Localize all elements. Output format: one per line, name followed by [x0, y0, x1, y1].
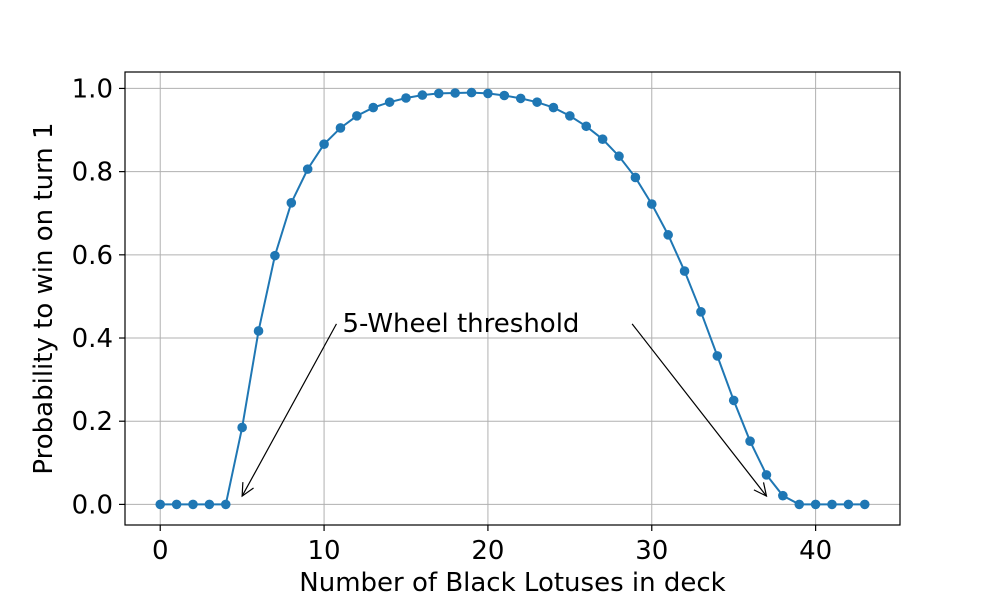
- annotation-arrow: [241, 323, 337, 497]
- y-tick-label: 0.8: [72, 158, 113, 188]
- grid: [125, 72, 900, 525]
- y-tick-label: 1.0: [72, 74, 113, 104]
- series-layer: [155, 87, 870, 510]
- data-point: [597, 134, 608, 144]
- data-point: [663, 230, 673, 240]
- data-point: [827, 499, 837, 510]
- data-point: [188, 499, 198, 510]
- data-point: [483, 88, 493, 99]
- data-point: [253, 326, 264, 336]
- data-point: [155, 499, 166, 510]
- data-point: [335, 123, 346, 133]
- annotation-arrow: [631, 323, 767, 497]
- data-point: [515, 93, 526, 104]
- data-point: [794, 499, 805, 510]
- data-point: [237, 422, 247, 433]
- data-point: [270, 250, 280, 261]
- data-point: [368, 102, 379, 113]
- data-point: [745, 436, 755, 446]
- data-point: [712, 351, 723, 361]
- data-point: [466, 87, 477, 98]
- x-tick-label: 10: [308, 536, 341, 566]
- data-point: [499, 90, 510, 101]
- data-point: [614, 151, 624, 162]
- data-point: [761, 470, 772, 480]
- data-point: [630, 172, 641, 183]
- data-point: [843, 499, 854, 510]
- data-point: [778, 490, 788, 501]
- data-point: [581, 121, 592, 132]
- data-point: [171, 499, 182, 510]
- x-axis-label: Number of Black Lotuses in deck: [299, 568, 725, 598]
- y-tick-label: 0.2: [72, 407, 113, 437]
- y-tick-label: 0.6: [72, 241, 113, 271]
- x-tick-label: 40: [799, 536, 832, 566]
- annotation-arrowhead: [241, 482, 254, 498]
- data-point: [384, 97, 395, 107]
- data-point: [417, 90, 428, 100]
- data-point: [286, 198, 297, 208]
- annotation-label: 5-Wheel threshold: [342, 309, 579, 339]
- y-axis-label: Probability to win on turn 1: [29, 122, 59, 474]
- data-point: [319, 139, 329, 149]
- data-point: [532, 97, 542, 107]
- series-line: [160, 91, 865, 506]
- data-point: [450, 88, 460, 98]
- data-point: [696, 307, 706, 317]
- data-point: [646, 199, 657, 209]
- data-point: [204, 499, 215, 510]
- data-point: [679, 266, 690, 276]
- data-point: [220, 499, 231, 510]
- y-tick-label: 0.4: [72, 324, 113, 354]
- annotation-layer: 5-Wheel threshold: [241, 309, 768, 498]
- tick-layer: 0 10 20 30 40 0.0 0.2 0.4 0.6 0.8 1.0: [72, 74, 833, 566]
- data-point: [859, 499, 870, 510]
- y-tick-label: 0.0: [72, 490, 113, 520]
- x-tick-label: 20: [471, 536, 504, 566]
- plot-frame: [124, 71, 901, 526]
- data-point: [433, 88, 444, 99]
- data-point: [728, 395, 739, 406]
- data-point: [810, 499, 821, 510]
- data-point: [352, 111, 362, 121]
- data-point: [401, 93, 411, 103]
- annotation-arrowhead: [753, 482, 768, 498]
- data-point: [302, 164, 313, 174]
- x-tick-label: 0: [152, 536, 169, 566]
- x-tick-label: 30: [635, 536, 668, 566]
- data-point: [548, 102, 559, 113]
- data-point: [565, 111, 575, 121]
